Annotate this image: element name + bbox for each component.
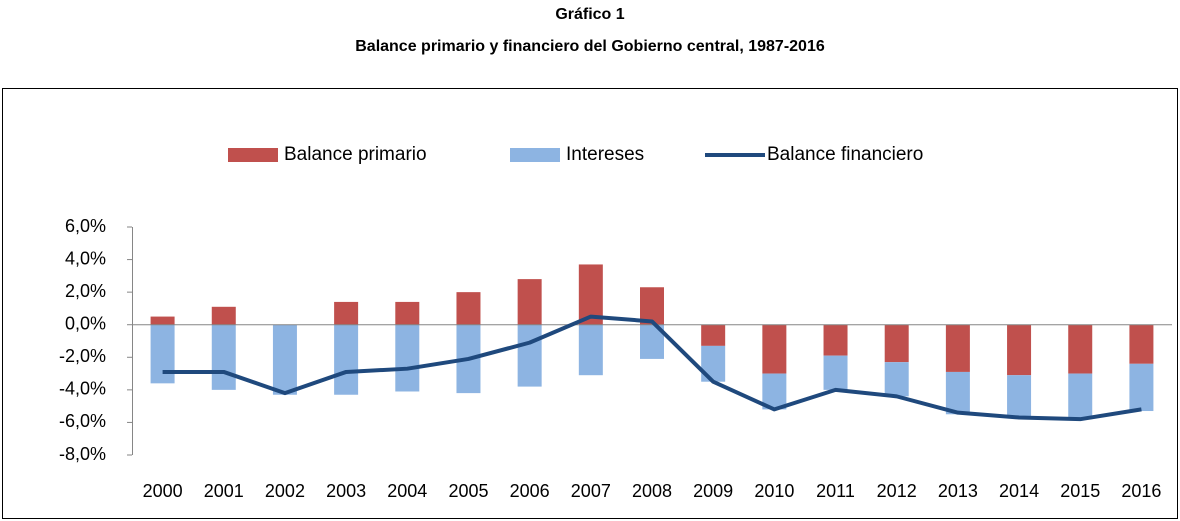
legend-label: Balance financiero (767, 144, 923, 165)
chart-title: Gráfico 1 (555, 6, 624, 23)
bar (1068, 373, 1093, 420)
bar (150, 324, 175, 384)
bar (945, 371, 970, 415)
bar (272, 324, 297, 395)
y-tick-label: -6,0% (59, 411, 106, 431)
bar (395, 301, 420, 325)
x-tick-label: 2013 (938, 481, 978, 501)
bar (1129, 324, 1154, 364)
x-tick-label: 2000 (143, 481, 183, 501)
bar (211, 324, 236, 390)
x-tick-label: 2007 (571, 481, 611, 501)
bar (762, 373, 787, 410)
y-tick-label: -2,0% (59, 346, 106, 366)
chart-frame (2, 88, 1178, 519)
chart-subtitle: Balance primario y financiero del Gobier… (355, 38, 825, 55)
y-tick-label: 0,0% (65, 313, 106, 333)
x-tick-label: 2015 (1060, 481, 1100, 501)
bar (211, 306, 236, 325)
x-tick-label: 2001 (204, 481, 244, 501)
legend-swatch (228, 148, 278, 162)
bar (1068, 324, 1093, 374)
bar (1007, 324, 1032, 376)
x-tick-label: 2009 (693, 481, 733, 501)
x-tick-label: 2010 (754, 481, 794, 501)
x-tick-label: 2002 (265, 481, 305, 501)
x-tick-label: 2008 (632, 481, 672, 501)
bar (823, 324, 848, 356)
legend-label: Balance primario (284, 144, 427, 165)
bar (395, 324, 420, 392)
y-tick-label: 4,0% (65, 248, 106, 268)
bar (517, 324, 542, 387)
legend-label: Intereses (566, 144, 644, 165)
y-tick-label: 6,0% (65, 216, 106, 236)
bar (884, 324, 909, 363)
x-tick-label: 2011 (816, 481, 855, 501)
bar (578, 324, 603, 376)
x-tick-label: 2016 (1121, 481, 1161, 501)
bar (823, 355, 848, 390)
x-tick-label: 2006 (510, 481, 550, 501)
x-tick-label: 2012 (877, 481, 917, 501)
bar (1007, 375, 1032, 418)
x-tick-label: 2003 (326, 481, 366, 501)
bar (150, 316, 175, 325)
bar (1129, 363, 1154, 412)
bar (701, 345, 726, 382)
bar (334, 324, 359, 395)
legend-swatch (510, 148, 560, 162)
y-tick-label: 2,0% (65, 281, 106, 301)
bar (334, 301, 359, 325)
line (162, 314, 1142, 422)
bar (762, 324, 787, 374)
bar (640, 287, 664, 325)
x-tick-label: 2004 (387, 481, 427, 501)
y-tick-label: -4,0% (59, 379, 106, 399)
x-tick-label: 2005 (448, 481, 488, 501)
bar (945, 324, 970, 372)
y-tick-label: -8,0% (59, 444, 106, 464)
x-tick-label: 2014 (999, 481, 1039, 501)
bar (701, 324, 726, 346)
bar (456, 292, 481, 325)
bar (884, 362, 909, 397)
bar (517, 279, 542, 325)
